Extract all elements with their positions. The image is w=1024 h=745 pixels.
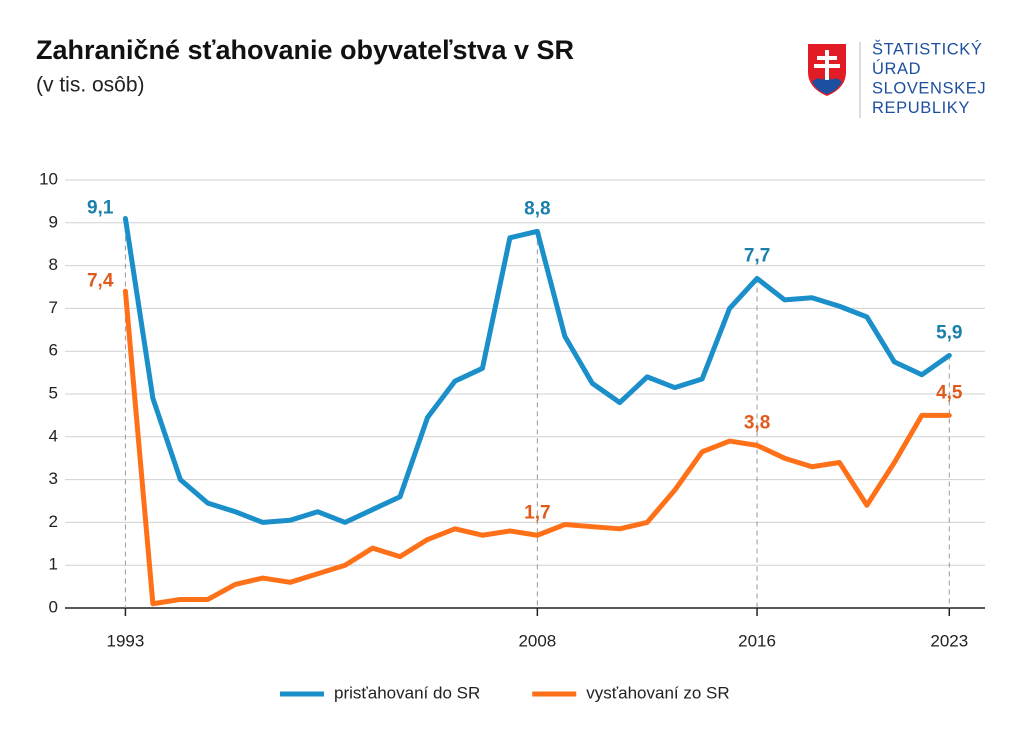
logo-text: REPUBLIKY bbox=[872, 99, 970, 117]
x-tick-label: 2016 bbox=[738, 631, 776, 650]
value-label: 9,1 bbox=[87, 198, 114, 219]
x-tick-label: 2008 bbox=[518, 631, 556, 650]
value-label: 5,9 bbox=[936, 322, 962, 343]
value-label: 4,5 bbox=[936, 382, 963, 403]
logo-cross bbox=[814, 50, 840, 80]
y-tick-label: 5 bbox=[49, 383, 58, 402]
y-tick-label: 6 bbox=[49, 341, 58, 360]
value-label: 7,4 bbox=[87, 270, 114, 291]
y-tick-label: 4 bbox=[49, 426, 58, 445]
y-tick-label: 0 bbox=[49, 597, 58, 616]
logo-text: SLOVENSKEJ bbox=[872, 79, 986, 97]
y-tick-label: 3 bbox=[49, 469, 58, 488]
value-label: 3,8 bbox=[744, 412, 770, 433]
logo-text: ŠTATISTICKÝ bbox=[872, 39, 983, 58]
y-tick-label: 7 bbox=[49, 298, 58, 317]
logo-text: ÚRAD bbox=[872, 59, 921, 78]
y-tick-label: 2 bbox=[49, 512, 58, 531]
chart-subtitle: (v tis. osôb) bbox=[36, 74, 145, 97]
chart-title: Zahraničné sťahovanie obyvateľstva v SR bbox=[36, 35, 574, 65]
y-tick-label: 9 bbox=[49, 212, 58, 231]
series-line bbox=[122, 216, 952, 525]
legend-label: vysťahovaní zo SR bbox=[586, 683, 729, 702]
y-tick-label: 10 bbox=[39, 169, 58, 188]
series-line bbox=[122, 288, 952, 607]
value-label: 7,7 bbox=[744, 245, 770, 266]
x-tick-label: 1993 bbox=[107, 631, 145, 650]
logo-hills bbox=[812, 77, 842, 94]
y-tick-label: 1 bbox=[49, 555, 58, 574]
x-tick-label: 2023 bbox=[930, 631, 968, 650]
value-label: 8,8 bbox=[524, 198, 550, 219]
legend-label: prisťahovaní do SR bbox=[334, 683, 480, 702]
value-label: 1,7 bbox=[524, 502, 550, 523]
y-tick-label: 8 bbox=[49, 255, 58, 274]
